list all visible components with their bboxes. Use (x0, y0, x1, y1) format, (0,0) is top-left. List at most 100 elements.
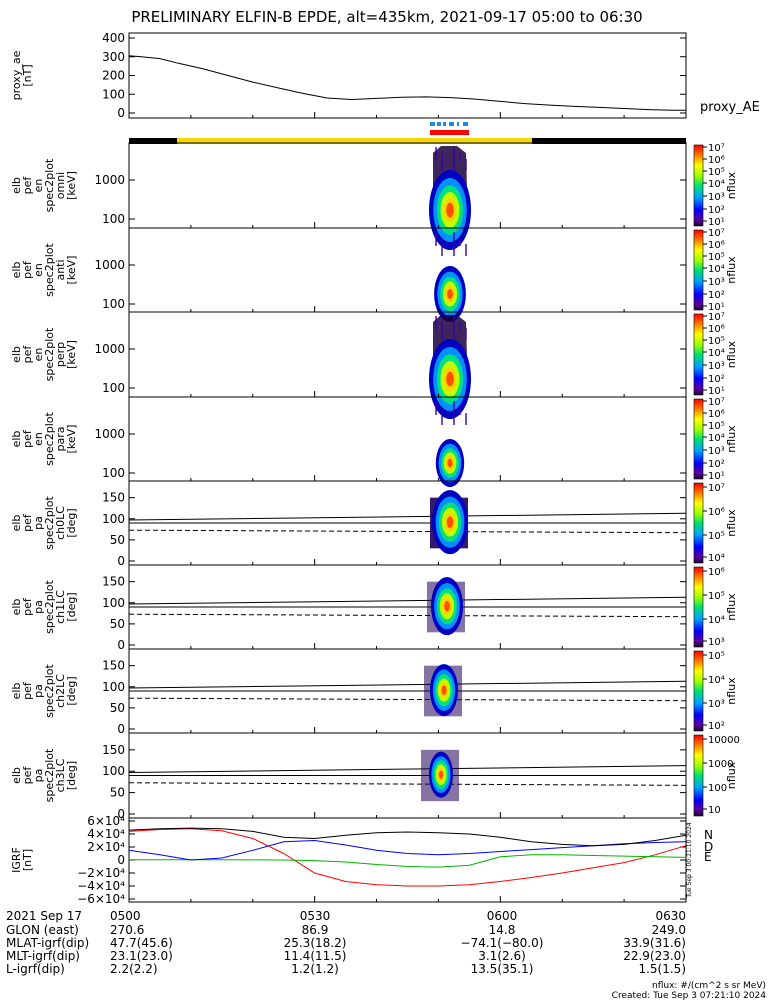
ylabel-line: anti (54, 259, 67, 280)
pa-core (431, 577, 463, 636)
ylabel-line: ch1LC (54, 590, 67, 624)
y-tick-label: 50 (110, 786, 125, 800)
orbit-region-bar (177, 138, 532, 144)
colorbar-tick-label: 10⁵ (708, 252, 725, 263)
colorbar-tick-label: 10³ (708, 192, 725, 203)
y-tick-label: 100 (102, 680, 125, 694)
colorbar-tick-label: 10⁶ (708, 507, 725, 518)
igrf-series-N (128, 828, 687, 887)
y-tick-label: 400 (102, 31, 125, 45)
igrf-series-magBmag (128, 827, 687, 847)
proxy-ae-line (128, 55, 686, 111)
footer-cell: 25.3(18.2) (284, 936, 347, 950)
science-collection-mark (449, 122, 454, 126)
footer-cell: 86.9 (302, 923, 329, 937)
ylabel-line: omni (54, 172, 67, 199)
loss-cone-upper (128, 596, 687, 605)
colorbar-tick-label: 10² (708, 459, 725, 470)
ylabel-line: elb (10, 262, 23, 279)
ylabel-line: [deg] (65, 676, 78, 705)
ylabel-line: elb (10, 683, 23, 700)
igrf-legend-e: E (704, 850, 712, 864)
ylabel-line: spec2plot (43, 580, 56, 634)
colorbar-tick-label: 100 (708, 783, 727, 794)
science-collection-mark (463, 122, 468, 126)
y-tick-label: 100 (102, 297, 125, 311)
ylabel-line: pef (21, 766, 34, 785)
loss-cone-upper (128, 512, 687, 521)
colorbar-tick-label: 10⁴ (708, 675, 725, 686)
figure-title: PRELIMINARY ELFIN-B EPDE, alt=435km, 202… (131, 8, 642, 26)
pa-core (432, 490, 468, 555)
pa_ch0-colorbar (693, 482, 704, 564)
colorbar-tick-label: 10⁵ (708, 336, 725, 347)
flux-contour (447, 458, 453, 468)
y-tick-label: 1000 (94, 342, 125, 356)
footer-cell: 11.4(11.5) (284, 949, 347, 963)
footer-row-label: L-igrf(dip) (6, 962, 65, 976)
igrf-series-D (128, 839, 687, 861)
flux-contour (446, 202, 454, 218)
y-tick-label: 1000 (94, 427, 125, 441)
units-note: nflux: #/(cm^2 s sr MeV) (652, 981, 766, 991)
colorbar-tick-label: 10⁵ (708, 421, 725, 432)
y-tick-label: 100 (102, 381, 125, 395)
flux-contour (447, 288, 453, 300)
colorbar-unit: nflux (725, 256, 738, 284)
ylabel-line: pa (32, 600, 45, 614)
colorbar-tick-label: 10² (708, 205, 725, 216)
ylabel-line: spec2plot (43, 158, 56, 212)
ylabel-line: [nT] (21, 64, 34, 86)
y-tick-label: 50 (110, 701, 125, 715)
loss-cone-upper (128, 680, 687, 689)
ylabel-line: elb (10, 599, 23, 616)
colorbar-tick-label: 10³ (708, 637, 725, 648)
ylabel-line: [deg] (65, 508, 78, 537)
flux-contour (446, 371, 454, 387)
footer-cell: 0500 (110, 909, 141, 923)
flux-contour (438, 770, 444, 779)
ylabel-line: elb (10, 431, 23, 448)
ylabel-line: spec2plot (43, 748, 56, 802)
y-tick-label: 150 (102, 659, 125, 673)
footer-row-label: MLAT-igrf(dip) (6, 936, 89, 950)
ylabel-line: ch0LC (54, 506, 67, 540)
spectro_para-spectrum (435, 401, 467, 487)
ylabel-line: [keV] (65, 425, 78, 454)
ylabel-line: ch3LC (54, 758, 67, 792)
colorbar-tick-label: 10⁴ (708, 433, 725, 444)
ylabel-line: spec2plot (43, 664, 56, 718)
colorbar-unit: nflux (725, 171, 738, 199)
footer-cell: 47.7(45.6) (110, 936, 173, 950)
flux-contour (446, 516, 454, 528)
ylabel-line: elb (10, 767, 23, 784)
colorbar-tick-label: 10 (708, 805, 721, 816)
spectro_perp-frame (128, 311, 687, 398)
ylabel-line: [deg] (65, 761, 78, 790)
y-tick-label: 0 (117, 722, 125, 736)
colorbar-tick-label: 10⁶ (708, 567, 725, 578)
pa_ch3-pitch-angle (421, 749, 459, 802)
colorbar-tick-label: 10² (708, 721, 725, 732)
colorbar-unit: nflux (725, 425, 738, 453)
spectro_para-frame (128, 396, 687, 482)
y-tick-label: 4×10⁴ (87, 827, 125, 841)
colorbar-tick-label: 10⁷ (708, 312, 725, 323)
y-tick-label: 100 (102, 87, 125, 101)
ylabel-line: en (32, 348, 45, 362)
colorbar-tick-label: 10³ (708, 699, 725, 710)
ylabel-line: [keV] (65, 171, 78, 200)
footer-cell: 249.0 (652, 923, 686, 937)
science-collection-mark (430, 122, 435, 126)
proxy-ae-legend: proxy_AE (700, 100, 760, 115)
science-collection-mark (443, 122, 446, 126)
y-tick-label: −6×10⁴ (77, 892, 125, 906)
spectro_perp-spectrum (429, 315, 471, 419)
colorbar-tick-label: 10¹ (708, 302, 725, 313)
colorbar-tick-label: 10¹ (708, 471, 725, 482)
colorbar-tick-label: 10⁴ (708, 553, 725, 564)
pa_ch2-pitch-angle (424, 664, 462, 717)
